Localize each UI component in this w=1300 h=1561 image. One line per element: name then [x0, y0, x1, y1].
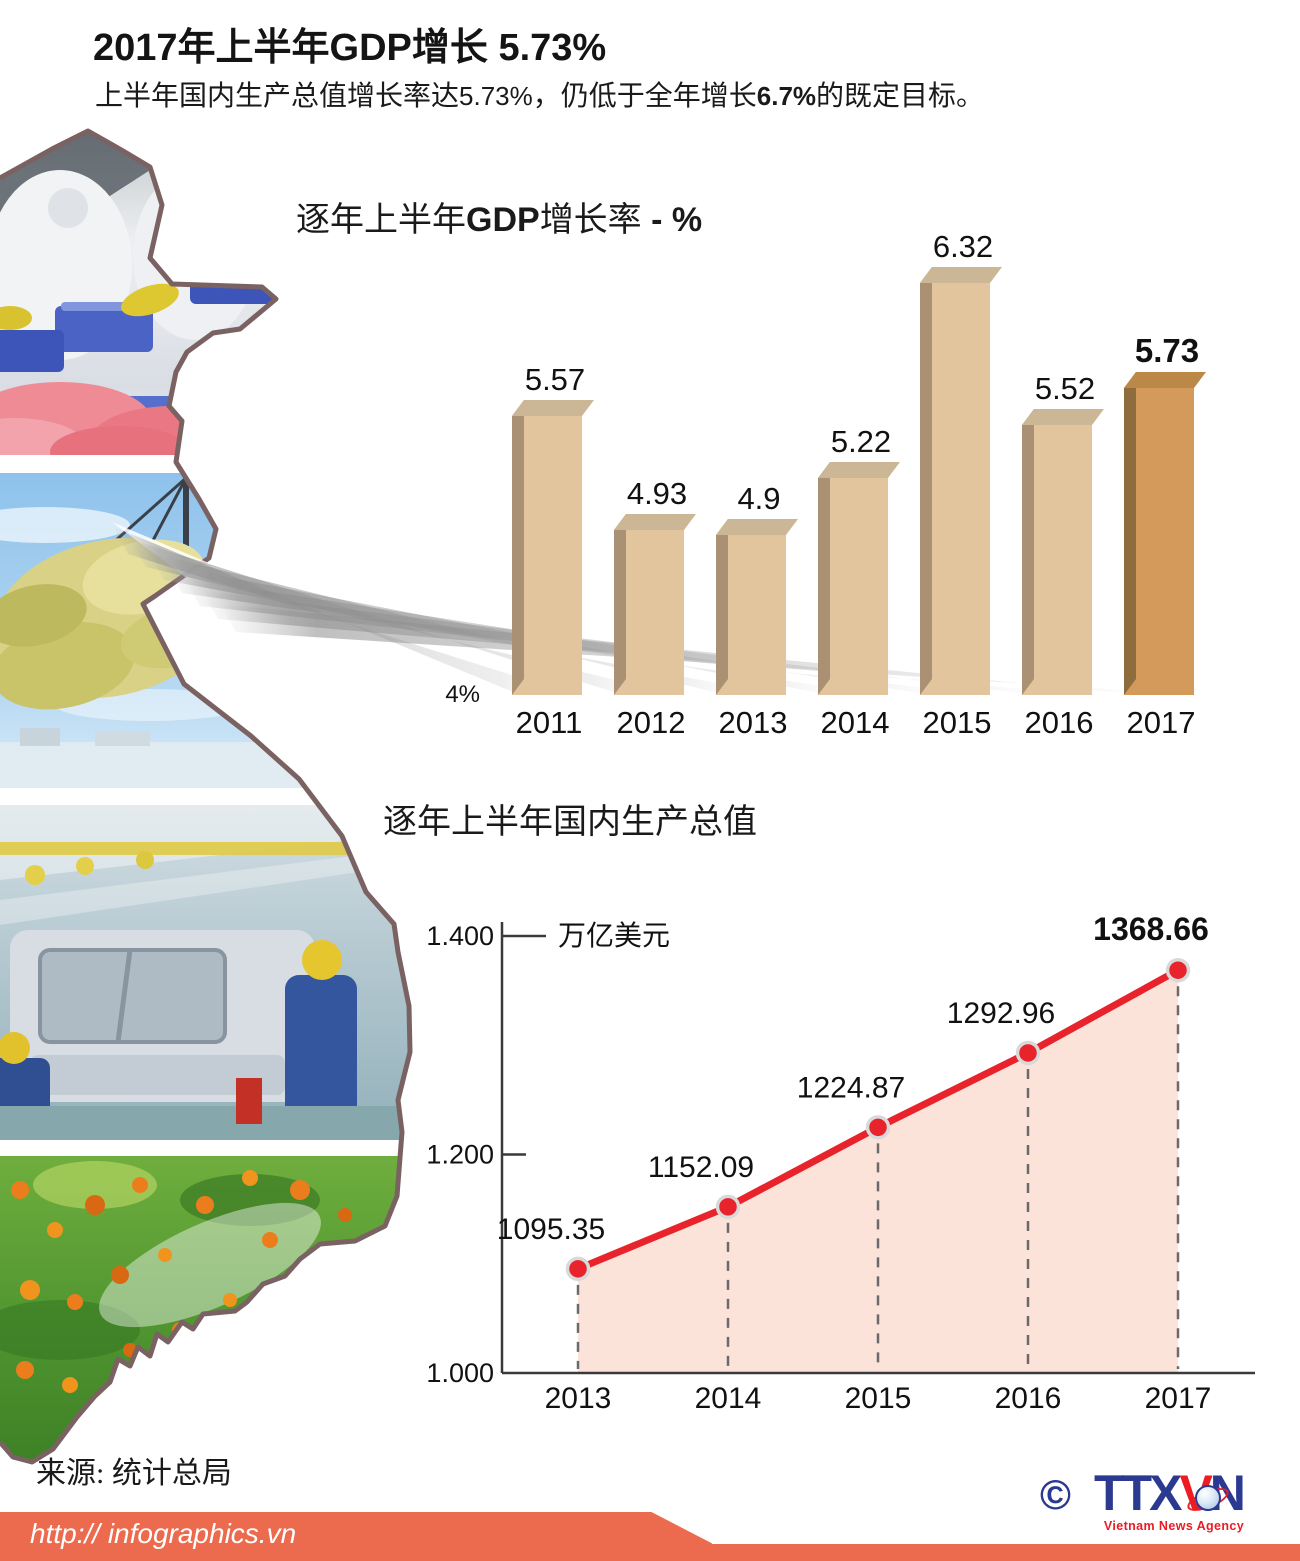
bar-side [614, 514, 626, 695]
bar-top [1022, 409, 1104, 425]
bar-value-label: 5.22 [831, 424, 891, 459]
bar-2013: 4.9 2013 [716, 481, 798, 740]
x-year-label: 2014 [695, 1382, 762, 1415]
x-year-label: 2013 [545, 1382, 612, 1415]
bar-title-unit: - % [641, 201, 703, 239]
bar-value-label: 5.73 [1135, 332, 1199, 369]
bar-side [1124, 372, 1136, 695]
bar-2015: 6.32 2015 [920, 229, 1002, 740]
website-url[interactable]: http:// infographics.vn [30, 1518, 297, 1549]
globe-icon [1195, 1485, 1221, 1511]
point-value-label: 1224.87 [797, 1071, 905, 1104]
logo-ttx: TTX [1094, 1465, 1182, 1521]
bar-year-label: 2015 [923, 705, 992, 740]
bar-title-suffix: 增长率 [539, 202, 642, 239]
bar-top [614, 514, 696, 530]
bar-year-label: 2013 [719, 705, 788, 740]
page-title: 2017年上半年GDP增长 5.73% [93, 27, 607, 69]
data-point-2017 [1165, 957, 1191, 983]
subtitle-growth-value: 5.73% [459, 81, 533, 111]
line-chart-title: 逐年上半年国内生产总值 [383, 804, 757, 841]
bar-value-label: 5.57 [525, 362, 585, 397]
ttxvn-logo: © TTXVN Vietnam News Agency [1040, 1468, 1252, 1538]
y-tick-label: 1.200 [426, 1140, 494, 1170]
subtitle-seg: ，仍低于全年增长 [532, 81, 757, 112]
bar-2012: 4.93 2012 [614, 476, 696, 740]
bar-top [1124, 372, 1206, 388]
bar-top [716, 519, 798, 535]
bar-top [920, 267, 1002, 283]
bar-2014: 5.22 2014 [818, 424, 900, 740]
bar-year-label: 2011 [516, 705, 583, 740]
subtitle-target-value: 6.7% [756, 81, 817, 111]
bar-baseline-label: 4% [445, 681, 480, 708]
bar-side [716, 519, 728, 695]
bar-value-label: 4.9 [737, 481, 780, 516]
bar-top [818, 462, 900, 478]
map-outline [0, 128, 413, 1465]
point-value-label: 1292.96 [947, 997, 1055, 1030]
gdp-value-line-chart: 1.000 1.200 1.400 万亿美元 1095.35 2013 1152.09 201… [426, 911, 1255, 1415]
x-year-label: 2016 [995, 1382, 1062, 1415]
bar-year-label: 2017 [1127, 705, 1196, 740]
data-point-2016 [1015, 1040, 1041, 1066]
bar-value-label: 4.93 [627, 476, 687, 511]
data-point-2015 [865, 1115, 891, 1140]
page-subtitle: 上半年国内生产总值增长率达5.73%，仍低于全年增长6.7%的既定目标。 [95, 74, 984, 114]
photo-seafood-processing [0, 131, 410, 478]
bar-side [1022, 409, 1034, 695]
y-tick-label: 1.000 [426, 1358, 494, 1388]
photo-car-factory [0, 805, 410, 1146]
bar-2011: 5.57 2011 [512, 362, 594, 740]
subtitle-seg: 的既定目标。 [816, 81, 985, 112]
vietnam-map-collage [0, 128, 413, 1465]
footer-strip [0, 1544, 1300, 1561]
bar-year-label: 2016 [1025, 705, 1094, 740]
x-year-label: 2015 [845, 1382, 912, 1415]
point-value-label: 1368.66 [1093, 911, 1209, 947]
y-axis-unit-label: 万亿美元 [558, 920, 670, 952]
y-tick-label: 1.400 [426, 921, 494, 951]
bar-title-prefix: 逐年上半年 [296, 202, 466, 239]
bar-2016: 5.52 2016 [1022, 371, 1104, 740]
bar-side [920, 267, 932, 695]
x-year-label: 2017 [1145, 1382, 1212, 1415]
bar-title-gdp: GDP [466, 201, 540, 239]
data-point-2013 [565, 1256, 591, 1282]
bar-year-label: 2014 [821, 705, 890, 740]
data-point-2014 [715, 1194, 741, 1220]
bar-side [512, 400, 524, 695]
agency-name: Vietnam News Agency [1103, 1519, 1245, 1533]
ttxvn-wordmark: TTXVN [1094, 1465, 1246, 1521]
point-value-label: 1095.35 [497, 1213, 605, 1246]
copyright-icon: © [1040, 1471, 1071, 1518]
bar-value-label: 5.52 [1035, 371, 1095, 406]
gdp-growth-bar-chart: 5.57 2011 4.93 2012 4.9 2013 5.22 2014 6.32 2015 5… [445, 229, 1206, 740]
source-note: 来源: 统计总局 [36, 1457, 232, 1490]
bar-value-label: 6.32 [933, 229, 993, 264]
bar-side [818, 462, 830, 695]
bar-2017: 5.73 2017 [1124, 332, 1206, 740]
bar-year-label: 2012 [617, 705, 686, 740]
subtitle-seg: 上半年国内生产总值增长率达 [95, 81, 460, 112]
bar-top [512, 400, 594, 416]
bar-chart-title: 逐年上半年GDP增长率 - % [296, 192, 702, 241]
point-value-label: 1152.09 [648, 1151, 754, 1184]
